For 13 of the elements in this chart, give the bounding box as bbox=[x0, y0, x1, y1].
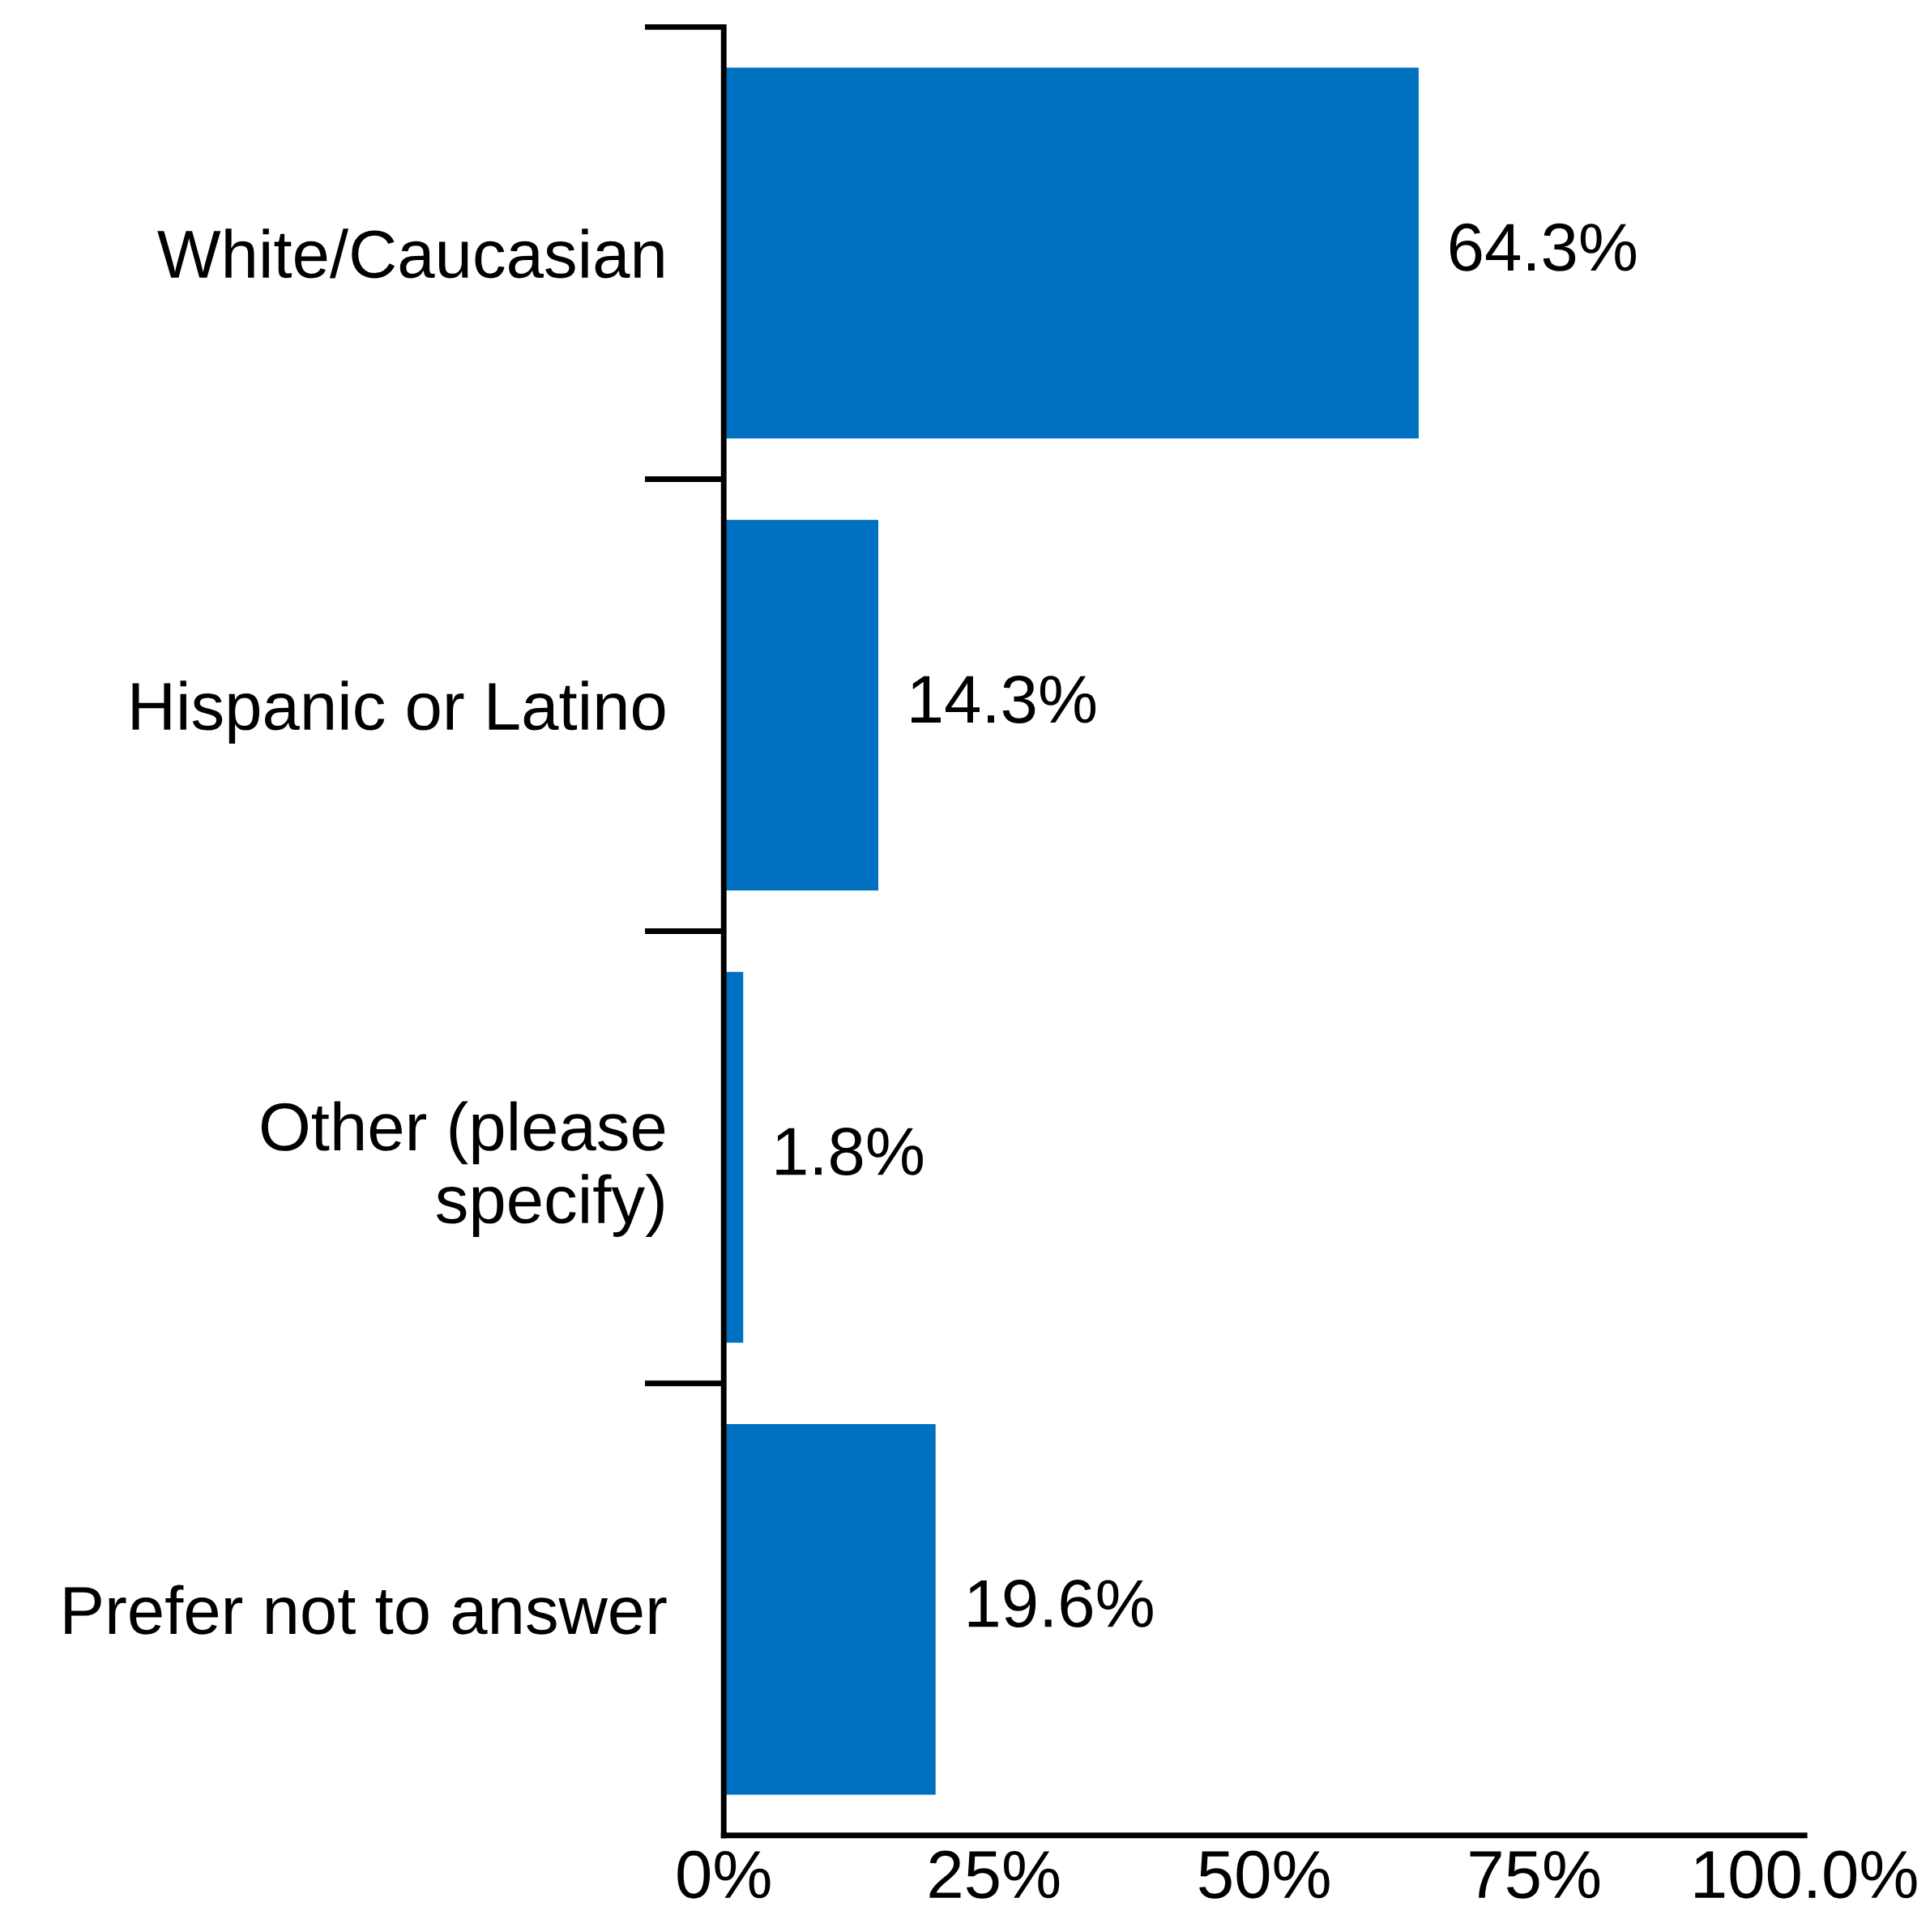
x-tick-label: 75% bbox=[1470, 1850, 1600, 1899]
y-tick-label: Hispanic or Latino bbox=[132, 680, 665, 744]
y-tick-label: Other (please specify) bbox=[261, 1101, 665, 1238]
x-tick-label: 50% bbox=[1199, 1850, 1330, 1899]
y-tick-label: Prefer not to answer bbox=[65, 1584, 667, 1635]
x-tick-label: 100.0% bbox=[1695, 1850, 1917, 1899]
y-tick-label: White/Caucasian bbox=[157, 228, 664, 279]
data-label: 64.3% bbox=[1450, 223, 1637, 271]
data-label: 1.8% bbox=[776, 1127, 923, 1175]
x-tick-label: 0% bbox=[677, 1850, 771, 1899]
data-label: 14.3% bbox=[912, 675, 1096, 723]
x-tick-label: 25% bbox=[929, 1850, 1060, 1899]
data-label: 19.6% bbox=[968, 1580, 1153, 1628]
